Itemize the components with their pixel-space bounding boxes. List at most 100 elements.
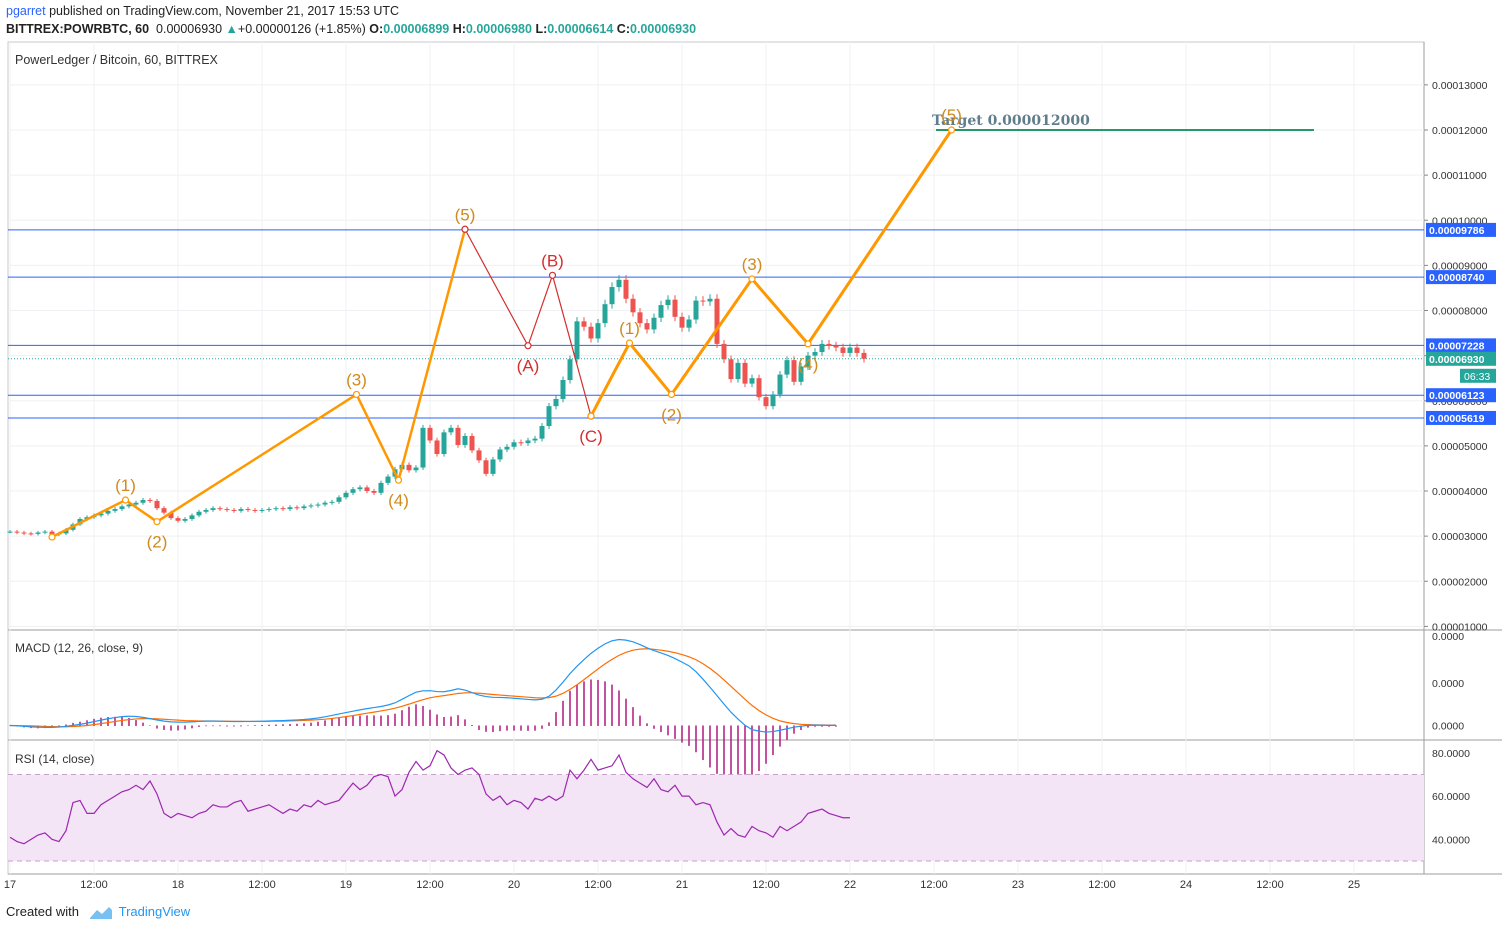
y-tick-label: 0.00002000 xyxy=(1432,576,1488,588)
wave-label: (5) xyxy=(455,205,476,224)
candle-body xyxy=(63,529,69,534)
candle-body xyxy=(504,446,510,450)
candle-body xyxy=(791,360,797,382)
rsi-y-tick-label: 60.0000 xyxy=(1432,791,1470,803)
candle-body xyxy=(798,366,804,382)
wave-point xyxy=(625,339,634,347)
x-tick-label: 12:00 xyxy=(1088,879,1116,891)
candle-body xyxy=(427,427,433,441)
x-tick-label: 12:00 xyxy=(920,879,948,891)
candle-body xyxy=(287,507,293,510)
last-price: 0.00006930 xyxy=(156,22,223,36)
candle-body xyxy=(189,515,195,519)
candle-body xyxy=(294,507,300,509)
x-tick-label: 25 xyxy=(1348,879,1360,891)
rsi-label: RSI (14, close) xyxy=(15,752,94,766)
candle-body xyxy=(175,518,181,521)
candle-body xyxy=(637,312,643,324)
wave-label: (5) xyxy=(941,106,962,125)
candle-body xyxy=(623,279,629,299)
macd-y-tick-label: 0.0000 xyxy=(1432,720,1464,732)
x-tick-label: 12:00 xyxy=(416,879,444,891)
candle-body xyxy=(672,299,678,317)
candle-body xyxy=(105,510,111,514)
candle-body xyxy=(119,506,125,510)
candle-body xyxy=(238,509,244,511)
candle-body xyxy=(784,360,790,375)
wave-point xyxy=(947,126,956,134)
candle-body xyxy=(182,518,188,521)
x-tick-label: 12:00 xyxy=(248,879,276,891)
candle-body xyxy=(630,298,636,313)
candle-body xyxy=(609,287,615,305)
wave-label: (2) xyxy=(147,533,168,552)
candle-body xyxy=(511,442,517,447)
wave-point xyxy=(153,518,161,526)
candle-body xyxy=(749,378,755,384)
candle-body xyxy=(224,509,230,511)
candle-body xyxy=(553,398,559,407)
x-tick-label: 12:00 xyxy=(752,879,780,891)
y-tick-label: 0.00005000 xyxy=(1432,441,1488,453)
candle-body xyxy=(98,513,104,516)
author-link[interactable]: pgarret xyxy=(6,4,46,18)
x-tick-label: 12:00 xyxy=(1256,879,1284,891)
candle-body xyxy=(763,397,769,407)
candle-body xyxy=(560,379,566,399)
candle-body xyxy=(588,326,594,339)
countdown-tag xyxy=(1460,368,1496,383)
ohlc-line: BITTREX:POWRBTC, 60 0.00006930 ▲+0.00000… xyxy=(6,22,696,36)
candle-body xyxy=(658,305,664,318)
projected-wave-line xyxy=(589,129,953,417)
candle-body xyxy=(273,508,279,510)
corrective-wave-line xyxy=(464,228,592,417)
candle-body xyxy=(805,355,811,367)
candle-body xyxy=(196,511,202,516)
candle-body xyxy=(231,509,237,511)
tradingview-brand[interactable]: TradingView xyxy=(118,904,191,919)
chart-title: PowerLedger / Bitcoin, 60, BITTREX xyxy=(15,53,219,67)
candle-body xyxy=(714,298,720,344)
open-label: O: xyxy=(369,22,384,36)
candle-body xyxy=(203,509,209,512)
wave-label: (1) xyxy=(619,319,640,338)
candle-body xyxy=(28,533,34,535)
wave-point xyxy=(748,275,756,283)
candle-body xyxy=(217,508,223,510)
x-tick-label: 19 xyxy=(340,879,352,891)
candle-body xyxy=(49,531,55,535)
candle-body xyxy=(644,323,650,330)
level-price-label: 0.00007228 xyxy=(1429,340,1485,352)
wave-point xyxy=(804,340,812,348)
target-label: Target 0.000012000 xyxy=(932,113,1090,129)
y-tick-label: 0.00003000 xyxy=(1432,531,1488,543)
candle-body xyxy=(126,504,132,507)
candle-body xyxy=(301,506,307,509)
high-value: 0.00006980 xyxy=(465,22,532,36)
candle-body xyxy=(350,489,356,493)
candle-body xyxy=(679,316,685,328)
macd-line xyxy=(9,638,836,733)
wave-point xyxy=(548,271,557,279)
close-label: C: xyxy=(616,22,630,36)
rsi-y-tick-label: 80.0000 xyxy=(1432,748,1470,760)
wave-point xyxy=(352,390,361,399)
candle-body xyxy=(770,394,776,407)
candle-body xyxy=(700,300,706,302)
wave-label: (3) xyxy=(346,370,367,389)
candle-body xyxy=(847,347,853,353)
candle-body xyxy=(595,323,601,339)
y-tick-label: 0.00001000 xyxy=(1432,621,1488,633)
candle-body xyxy=(266,509,272,511)
candle-body xyxy=(385,476,391,483)
footer: Created with TradingView xyxy=(6,904,190,920)
level-price-tag xyxy=(1426,410,1496,425)
candle-body xyxy=(168,512,174,519)
rsi-band xyxy=(8,774,1424,862)
candle-body xyxy=(616,279,622,288)
candle-body xyxy=(819,343,825,353)
countdown-label: 06:33 xyxy=(1464,371,1490,383)
up-arrow-icon: ▲ xyxy=(225,22,238,36)
candle-body xyxy=(133,502,139,505)
